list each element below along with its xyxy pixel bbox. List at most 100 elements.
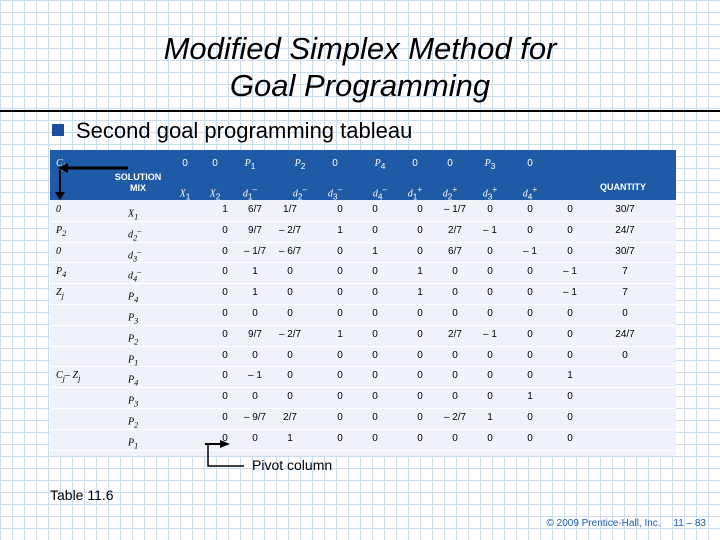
row-solution-mix: P3: [128, 312, 139, 326]
table-cell: – 1: [563, 287, 577, 299]
table-cell: 0: [567, 349, 573, 361]
table-cell: 0: [487, 391, 493, 403]
subtitle-text: Second goal programming tableau: [76, 118, 413, 143]
cj-header-cell: 0: [412, 158, 418, 169]
table-cell: 0: [487, 245, 493, 257]
table-cell: 0: [252, 349, 258, 361]
table-cell: – 1: [483, 224, 497, 236]
table-cell: 1: [337, 224, 343, 236]
table-cell: 0: [417, 328, 423, 340]
row-cj-label: 0: [56, 204, 61, 215]
table-cell: 0: [372, 349, 378, 361]
row-divider: [50, 346, 676, 347]
table-cell: – 2/7: [443, 412, 467, 423]
table-cell: 0: [222, 349, 228, 361]
table-cell: 0: [567, 391, 573, 403]
table-cell: 0: [372, 432, 378, 444]
table-cell: 0: [287, 349, 293, 361]
pivot-column-label: Pivot column: [252, 457, 333, 473]
table-cell: 0: [417, 204, 423, 215]
table-cell: 0: [527, 412, 533, 423]
cj-header-cell: P2: [294, 158, 306, 171]
title-divider: [0, 110, 720, 112]
cj-header-cell: 0: [332, 158, 338, 169]
table-cell: 0: [222, 328, 228, 340]
table-cell: 0: [567, 412, 573, 423]
table-cell: 0: [452, 391, 458, 403]
row-cj-label: 0: [56, 245, 61, 257]
table-cell: – 2/7: [278, 224, 302, 236]
table-cell: 1: [252, 287, 258, 299]
row-divider: [50, 408, 676, 409]
table-cell: 0: [417, 245, 423, 257]
table-cell: 0: [567, 224, 573, 236]
table-cell: 0: [287, 308, 293, 319]
quantity-cell: 7: [622, 287, 628, 299]
table-cell: 1: [222, 204, 228, 215]
variable-header-cell: d2+: [442, 184, 458, 202]
table-cell: 0: [567, 204, 573, 215]
variable-header-cell: d3–: [327, 184, 343, 202]
table-cell: 0: [417, 224, 423, 236]
variable-header-cell: d1+: [407, 184, 423, 202]
table-cell: 0: [372, 370, 378, 382]
header-arrow-head-icon: [58, 163, 68, 173]
table-cell: 0: [337, 391, 343, 403]
quantity-cell: 7: [622, 266, 628, 278]
table-cell: 0: [452, 370, 458, 382]
table-cell: 1/7: [283, 204, 297, 215]
row-solution-mix: P2: [128, 416, 139, 430]
table-cell: 0: [287, 370, 293, 382]
table-cell: 9/7: [248, 328, 262, 340]
table-cell: 0: [487, 432, 493, 444]
table-cell: 0: [527, 287, 533, 299]
row-divider: [50, 242, 676, 243]
table-cell: 0: [527, 308, 533, 319]
table-cell: 0: [567, 245, 573, 257]
row-solution-mix: X1: [128, 208, 139, 222]
pivot-bracket-line: [207, 444, 244, 467]
table-cell: 1: [337, 328, 343, 340]
table-cell: 1: [527, 391, 533, 403]
quantity-cell: 0: [622, 308, 628, 319]
table-cell: – 1/7: [443, 204, 467, 215]
title-line-2: Goal Programming: [229, 68, 491, 103]
table-cell: 0: [372, 204, 378, 215]
row-solution-mix: P4: [128, 374, 139, 388]
variable-header-cell: d2–: [292, 184, 308, 202]
table-cell: 0: [222, 391, 228, 403]
table-cell: 0: [487, 370, 493, 382]
table-cell: 0: [372, 266, 378, 278]
tableau-header: [50, 150, 676, 200]
row-divider: [50, 304, 676, 305]
row-divider: [50, 325, 676, 326]
table-cell: 1: [567, 370, 573, 382]
row-cj-label: P2: [56, 224, 67, 238]
table-cell: 0: [452, 349, 458, 361]
table-cell: 0: [337, 370, 343, 382]
table-cell: 0: [372, 224, 378, 236]
table-cell: 0: [487, 266, 493, 278]
variable-header-cell: X2: [209, 188, 221, 202]
row-divider: [50, 450, 676, 451]
cj-header-cell: P1: [244, 158, 256, 171]
row-divider: [50, 387, 676, 388]
table-cell: – 1/7: [243, 245, 267, 257]
table-cell: 0: [487, 308, 493, 319]
table-cell: – 6/7: [278, 245, 302, 257]
table-cell: 0: [452, 287, 458, 299]
table-cell: 0: [527, 266, 533, 278]
table-cell: 0: [337, 432, 343, 444]
table-cell: – 9/7: [243, 412, 267, 423]
table-cell: 1: [417, 266, 423, 278]
table-cell: 0: [337, 266, 343, 278]
quantity-cell: 24/7: [615, 328, 635, 340]
row-solution-mix: d2–: [128, 225, 142, 243]
quantity-label: QUANTITY: [600, 182, 646, 192]
table-cell: 0: [452, 308, 458, 319]
table-cell: 0: [337, 245, 343, 257]
row-divider: [50, 429, 676, 430]
cj-header-cell: 0: [527, 158, 533, 169]
row-solution-mix: P2: [128, 333, 139, 347]
